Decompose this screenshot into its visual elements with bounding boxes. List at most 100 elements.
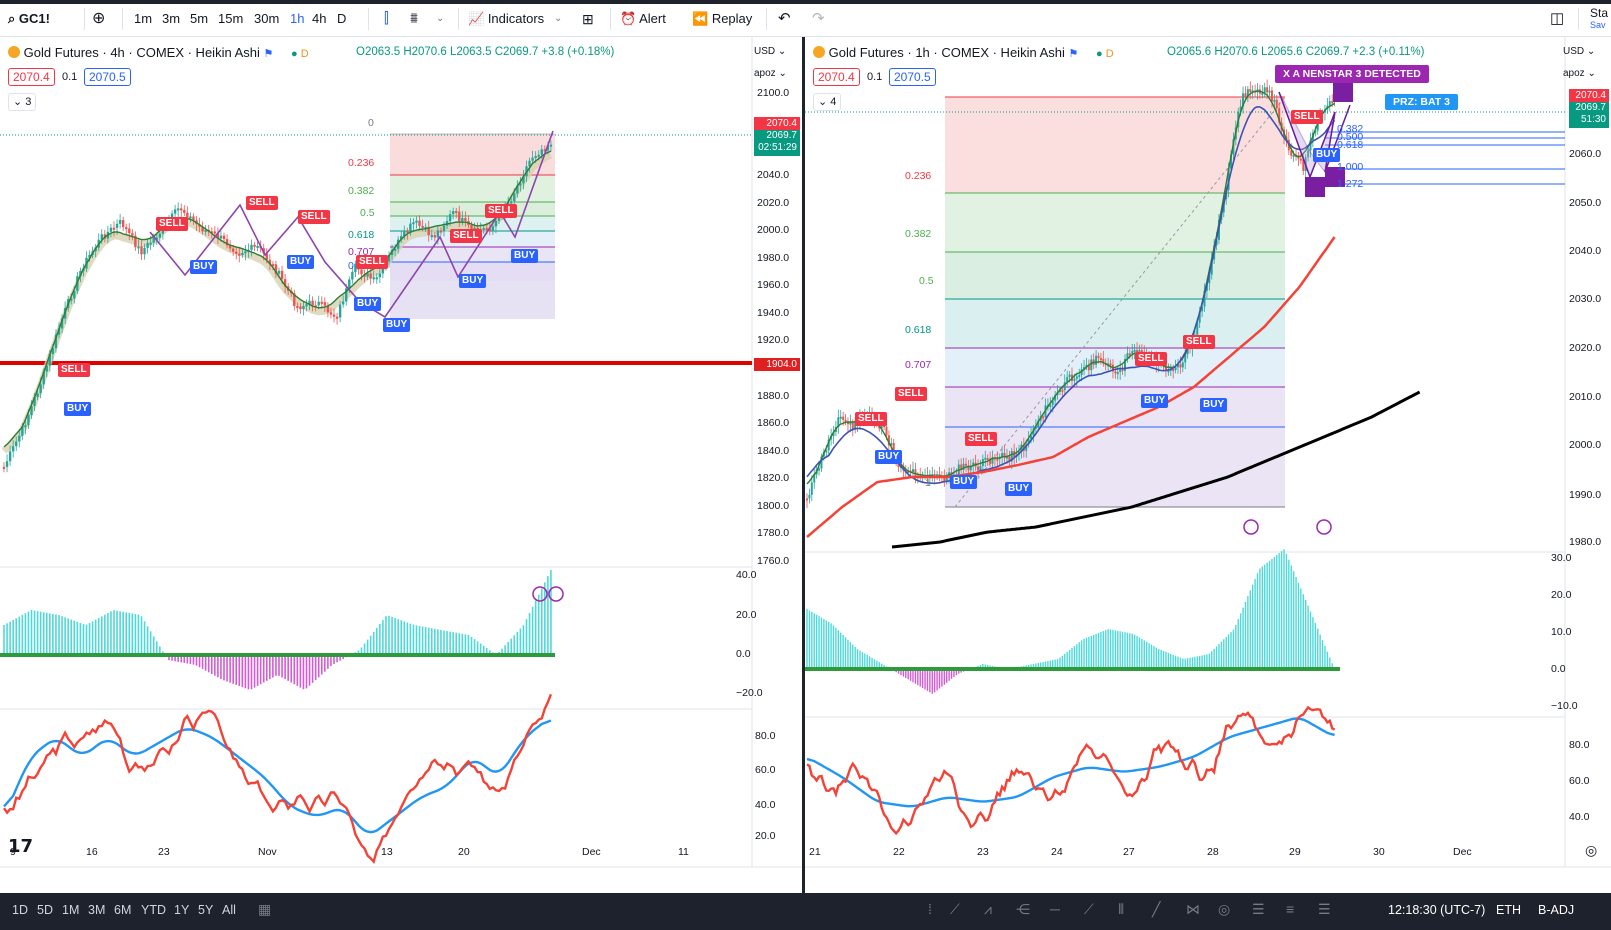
- left-candle: [335, 316, 339, 319]
- menu-lines-icon[interactable]: ☰: [1318, 901, 1331, 917]
- left-rsi-tick: 40.0: [755, 799, 776, 811]
- left-scale-mode[interactable]: apoz ⌄: [754, 68, 787, 79]
- range-1y[interactable]: 1Y: [174, 903, 190, 917]
- alarm-icon: ⏰: [620, 11, 637, 26]
- left-candle: [244, 251, 247, 254]
- horizontal-line-icon[interactable]: ─: [1050, 901, 1060, 917]
- left-candle: [18, 435, 21, 442]
- left-ohlc: O2063.5 H2070.6 L2063.5 C2069.7 +3.8 (+0…: [356, 46, 615, 58]
- right-candle: [984, 457, 987, 460]
- prz-label[interactable]: PRZ: BAT 3: [1385, 94, 1458, 110]
- pane-divider[interactable]: [802, 37, 805, 893]
- xabcd-icon[interactable]: ⋈: [1186, 901, 1200, 917]
- right-chart-pane[interactable]: Gold Futures · 1h · COMEX · Heikin Ashi …: [805, 37, 1611, 893]
- left-candle: [455, 211, 458, 214]
- right-harmonic-marker: [1333, 82, 1353, 102]
- chevron-down-icon[interactable]: ⌄: [436, 13, 445, 24]
- left-ask-box[interactable]: 2070.5: [84, 68, 131, 86]
- right-chart-canvas[interactable]: [805, 37, 1611, 893]
- interval-15m[interactable]: 15m: [218, 11, 244, 26]
- right-candle: [1167, 370, 1170, 373]
- line-tool-icon[interactable]: ╱: [1152, 901, 1161, 917]
- right-candle: [890, 443, 893, 446]
- left-currency[interactable]: USD ⌄: [754, 46, 787, 57]
- session-badge-label: D: [300, 48, 309, 60]
- layout-grid-icon[interactable]: ⊞: [582, 11, 594, 27]
- range-3m[interactable]: 3M: [88, 903, 106, 917]
- session-toggle[interactable]: ETH: [1496, 903, 1521, 917]
- right-candle: [1179, 364, 1182, 368]
- harmonic-detected-banner[interactable]: X A NENSTAR 3 DETECTED: [1275, 65, 1429, 83]
- ray-icon[interactable]: ⟋: [1084, 901, 1094, 917]
- interval-4h[interactable]: 4h: [312, 11, 327, 26]
- buy-signal: BUY: [287, 255, 315, 269]
- flag-icon[interactable]: ⚑: [1068, 48, 1079, 60]
- range-1d[interactable]: 1D: [12, 903, 28, 917]
- right-collapse-toggle[interactable]: ⌄ 4: [813, 93, 842, 111]
- interval-5m[interactable]: 5m: [190, 11, 209, 26]
- split-view-icon[interactable]: ◫: [1550, 10, 1565, 27]
- alert-button[interactable]: ⏰ Alert: [620, 8, 666, 30]
- left-bid-box[interactable]: 2070.4: [8, 68, 55, 86]
- left-collapse-count: 3: [25, 96, 32, 108]
- right-scale-mode[interactable]: apoz ⌄: [1563, 68, 1596, 79]
- left-candle: [543, 149, 547, 152]
- undo-icon[interactable]: ↶: [778, 10, 791, 27]
- chevron-down-icon[interactable]: ⌄: [554, 13, 563, 24]
- left-spread: 0.1: [62, 71, 78, 83]
- interval-3m[interactable]: 3m: [162, 11, 181, 26]
- date-range-icon[interactable]: ▦: [258, 901, 272, 917]
- left-chart-canvas[interactable]: [0, 37, 802, 893]
- adjust-toggle[interactable]: B-ADJ: [1538, 903, 1575, 917]
- left-candle: [473, 227, 476, 230]
- right-candle: [1027, 439, 1030, 445]
- left-price-tick: 1880.0: [757, 390, 790, 402]
- compare-plus-icon[interactable]: ⊕: [92, 10, 106, 27]
- left-collapse-toggle[interactable]: ⌄ 3: [8, 93, 37, 111]
- trend-tool-icon[interactable]: ⟋: [950, 901, 960, 917]
- left-chart-pane[interactable]: Gold Futures · 4h · COMEX · Heikin Ashi …: [0, 37, 802, 893]
- right-ask-box[interactable]: 2070.5: [889, 68, 936, 86]
- candle-style-icon[interactable]: ⩩: [410, 10, 419, 27]
- range-6m[interactable]: 6M: [114, 903, 132, 917]
- redo-icon[interactable]: ↷: [812, 10, 825, 27]
- spiral-icon[interactable]: ◎: [1218, 901, 1231, 917]
- sell-signal: SELL: [1183, 335, 1215, 349]
- replay-button[interactable]: ⏪ Replay: [692, 8, 752, 30]
- range-ytd[interactable]: YTD: [141, 903, 166, 917]
- range-5y[interactable]: 5Y: [198, 903, 214, 917]
- right-candle: [844, 419, 847, 422]
- flag-icon[interactable]: ⚑: [263, 48, 274, 60]
- pattern-tool-icon[interactable]: ⩘: [984, 901, 992, 917]
- right-currency[interactable]: USD ⌄: [1563, 46, 1596, 57]
- settings-target-icon[interactable]: ◎: [1585, 842, 1598, 858]
- right-osc-tick: 20.0: [1551, 589, 1572, 601]
- fib-channel-icon[interactable]: ≡: [1286, 901, 1295, 917]
- pitchfork-icon[interactable]: ⋲: [1016, 901, 1030, 917]
- left-fib-label: 0: [348, 260, 354, 272]
- left-candle: [268, 259, 272, 265]
- range-5d[interactable]: 5D: [37, 903, 53, 917]
- drag-handle-icon[interactable]: ⁞: [928, 901, 932, 917]
- left-candle: [280, 270, 284, 280]
- range-all[interactable]: All: [222, 903, 236, 917]
- symbol-search[interactable]: ⌕ GC1!: [8, 8, 50, 30]
- bars-pattern-icon[interactable]: ⦀: [1118, 901, 1125, 917]
- right-bid-box[interactable]: 2070.4: [813, 68, 860, 86]
- interval-d[interactable]: D: [337, 11, 347, 26]
- left-candle: [250, 244, 253, 250]
- interval-30m[interactable]: 30m: [254, 11, 280, 26]
- interval-1h[interactable]: 1h: [290, 11, 305, 26]
- right-candle: [1128, 353, 1131, 356]
- clock[interactable]: 12:18:30 (UTC-7): [1388, 903, 1486, 917]
- bar-style-icon[interactable]: ⫿: [384, 10, 389, 27]
- save-label[interactable]: Sta: [1590, 6, 1609, 20]
- indicators-button[interactable]: 📈 Indicators: [468, 8, 544, 30]
- right-harmonic-label: 1.272: [1337, 178, 1364, 190]
- interval-1m[interactable]: 1m: [134, 11, 153, 26]
- right-candle: [1239, 106, 1242, 112]
- fib-tool-icon[interactable]: ☰: [1252, 901, 1265, 917]
- range-1m[interactable]: 1M: [62, 903, 80, 917]
- right-candle: [1181, 362, 1184, 368]
- chevron-down-icon: ⌄: [818, 96, 828, 108]
